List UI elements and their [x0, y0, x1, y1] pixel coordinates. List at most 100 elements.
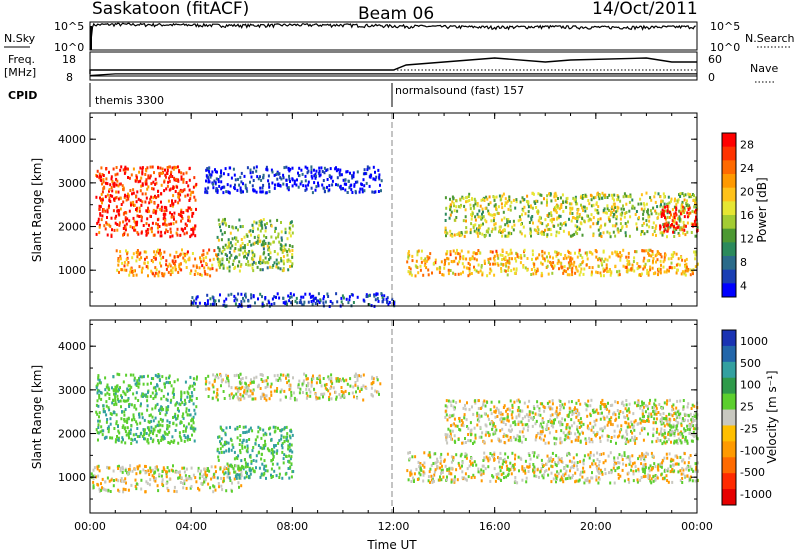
heatmap-cell	[423, 461, 426, 465]
heatmap-cell	[126, 217, 129, 221]
heatmap-cell	[579, 196, 582, 199]
heatmap-cell	[110, 234, 113, 238]
heatmap-cell	[330, 373, 333, 377]
heatmap-cell	[289, 221, 292, 225]
heatmap-cell	[555, 254, 558, 258]
heatmap-cell	[166, 466, 169, 470]
heatmap-cell	[596, 466, 598, 470]
heatmap-cell	[565, 205, 568, 209]
heatmap-cell	[156, 423, 159, 427]
heatmap-cell	[170, 170, 173, 174]
heatmap-cell	[288, 174, 290, 178]
heatmap-cell	[111, 194, 114, 198]
heatmap-cell	[254, 397, 257, 401]
heatmap-cell	[204, 470, 207, 474]
heatmap-cell	[123, 264, 126, 268]
heatmap-cell	[161, 424, 164, 428]
heatmap-cell	[579, 270, 582, 274]
heatmap-cell	[290, 462, 293, 466]
heatmap-cell	[420, 256, 423, 260]
heatmap-cell	[138, 265, 141, 269]
heatmap-cell	[632, 479, 635, 483]
heatmap-cell	[488, 195, 491, 199]
heatmap-cell	[362, 373, 365, 377]
heatmap-cell	[260, 220, 263, 224]
heatmap-cell	[303, 372, 306, 376]
heatmap-cell	[309, 295, 312, 299]
heatmap-cell	[138, 464, 141, 468]
heatmap-cell	[286, 432, 289, 436]
heatmap-cell	[507, 253, 510, 257]
heatmap-cell	[560, 223, 563, 227]
heatmap-cell	[661, 458, 664, 462]
heatmap-cell	[252, 294, 255, 298]
heatmap-cell	[167, 392, 169, 396]
heatmap-cell	[472, 251, 475, 255]
heatmap-cell	[133, 378, 136, 382]
heatmap-cell	[675, 203, 678, 207]
heatmap-cell	[265, 191, 268, 195]
heatmap-cell	[147, 185, 150, 189]
heatmap-cell	[148, 209, 151, 213]
heatmap-cell	[151, 165, 154, 169]
heatmap-cell	[617, 476, 620, 480]
heatmap-cell	[523, 205, 526, 209]
heatmap-cell	[594, 462, 597, 466]
heatmap-cell	[674, 454, 677, 458]
heatmap-cell	[430, 463, 433, 467]
heatmap-cell	[254, 442, 257, 446]
heatmap-cell	[190, 227, 193, 231]
heatmap-cell	[123, 268, 126, 272]
heatmap-cell	[467, 274, 470, 278]
heatmap-cell	[164, 219, 167, 223]
heatmap-cell	[301, 391, 304, 394]
heatmap-cell	[407, 250, 410, 254]
heatmap-cell	[580, 222, 583, 226]
heatmap-cell	[222, 172, 225, 176]
heatmap-cell	[237, 248, 240, 252]
heatmap-cell	[182, 211, 185, 214]
heatmap-cell	[516, 254, 519, 258]
heatmap-cell	[249, 472, 252, 476]
heatmap-cell	[567, 451, 570, 455]
heatmap-cell	[183, 232, 186, 236]
heatmap-cell	[502, 192, 505, 196]
heatmap-cell	[338, 171, 341, 175]
heatmap-cell	[363, 184, 366, 188]
heatmap-cell	[503, 476, 505, 480]
heatmap-cell	[622, 264, 625, 268]
heatmap-cell	[137, 232, 140, 236]
heatmap-cell	[155, 250, 158, 254]
heatmap-cell	[122, 424, 125, 428]
heatmap-cell	[616, 250, 619, 254]
heatmap-cell	[189, 413, 192, 417]
heatmap-cell	[135, 384, 138, 387]
heatmap-cell	[180, 398, 182, 402]
heatmap-cell	[255, 454, 258, 458]
heatmap-cell	[169, 211, 172, 215]
heatmap-cell	[485, 455, 488, 459]
heatmap-cell	[263, 464, 266, 468]
heatmap-cell	[340, 296, 343, 300]
heatmap-cell	[644, 265, 646, 269]
heatmap-cell	[162, 434, 165, 438]
heatmap-cell	[122, 399, 125, 403]
heatmap-cell	[154, 416, 157, 420]
heatmap-cell	[266, 266, 269, 270]
heatmap-cell	[239, 473, 242, 476]
heatmap-cell	[179, 188, 182, 192]
heatmap-cell	[193, 299, 195, 303]
heatmap-cell	[534, 202, 537, 205]
heatmap-cell	[604, 211, 607, 215]
heatmap-cell	[145, 393, 148, 397]
heatmap-cell	[652, 257, 655, 260]
heatmap-cell	[572, 466, 575, 469]
heatmap-cell	[650, 254, 653, 258]
heatmap-cell	[449, 472, 452, 476]
heatmap-cell	[138, 252, 141, 256]
heatmap-cell	[524, 471, 527, 475]
heatmap-cell	[615, 217, 618, 221]
heatmap-cell	[548, 457, 550, 461]
heatmap-cell	[128, 436, 130, 440]
heatmap-cell	[484, 206, 487, 210]
